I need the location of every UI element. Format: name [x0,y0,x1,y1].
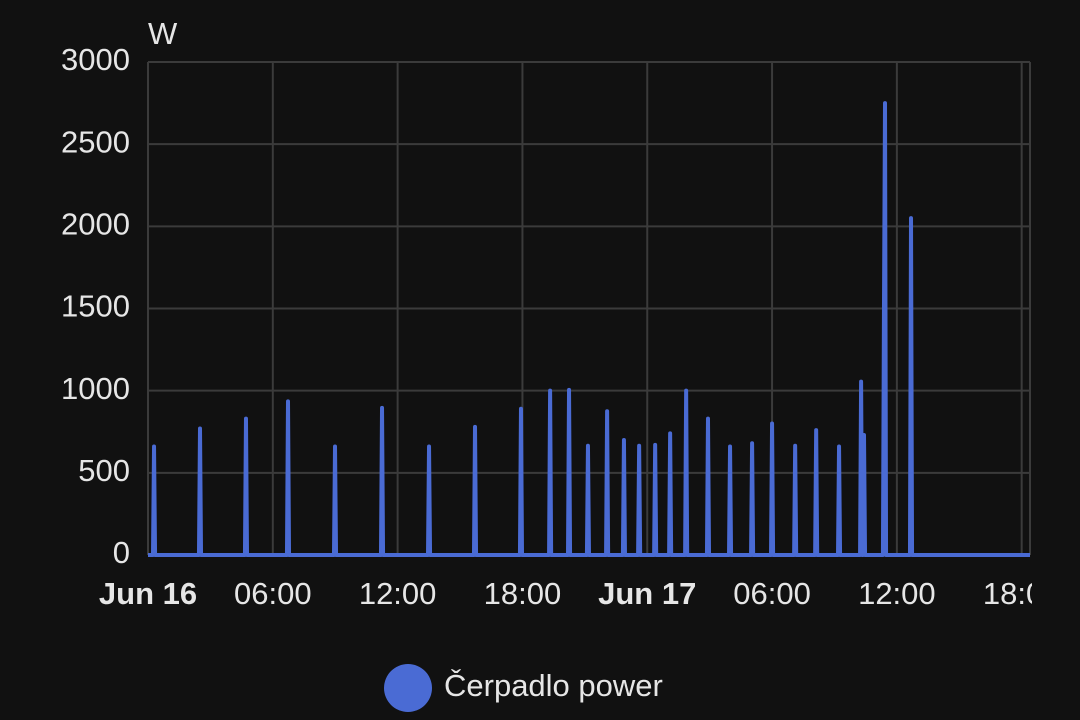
data-line [148,101,1030,557]
y-tick-label: 2000 [61,207,130,242]
x-tick-label: 18:00 [484,576,562,611]
y-tick-label: 0 [113,535,130,570]
x-tick-label: 06:00 [234,576,312,611]
x-tick-labels: Jun 16 06:00 12:00 18:00 Jun 17 06:00 12:00 18:… [99,576,1061,611]
x-tick-label: 06:00 [733,576,811,611]
y-axis-unit: W [148,16,178,51]
y-tick-label: 2500 [61,124,130,159]
y-tick-label: 1000 [61,371,130,406]
x-tick-label: 12:00 [359,576,437,611]
y-tick-label: 500 [78,453,130,488]
x-tick-label: Jun 16 [99,576,197,611]
y-tick-label: 3000 [61,42,130,77]
x-tick-label: 12:00 [858,576,936,611]
legend-marker [384,664,432,712]
x-tick-label: Jun 17 [598,576,696,611]
legend-label: Čerpadlo power [444,668,663,703]
x-tick-label: 18:00 [983,576,1061,611]
y-tick-label: 1500 [61,289,130,324]
